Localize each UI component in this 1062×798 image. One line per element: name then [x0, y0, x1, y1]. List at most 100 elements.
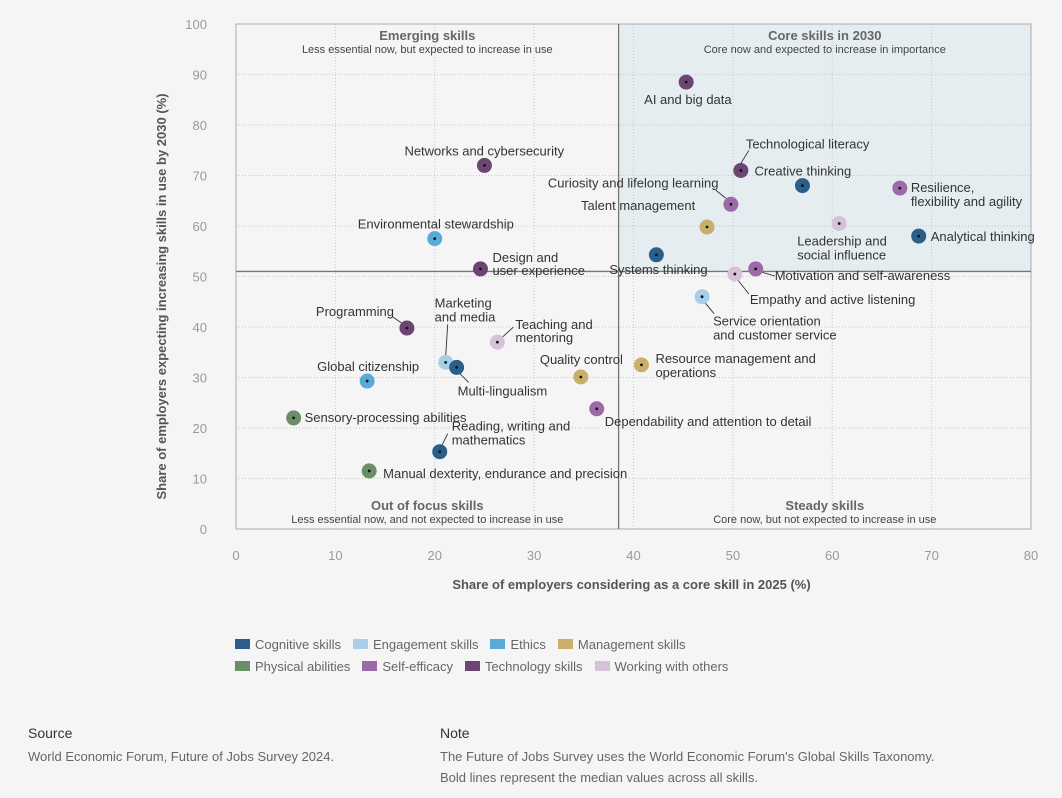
legend-item-management: Management skills [557, 636, 686, 652]
quadrant-title-br: Steady skills [785, 498, 864, 513]
note-line-1: The Future of Jobs Survey uses the World… [440, 749, 935, 764]
data-label-6: Leadership and social influence [797, 233, 887, 262]
legend-swatch-management [557, 639, 573, 649]
data-label-17: Multi-lingualism [458, 383, 548, 398]
x-tick-label-5: 50 [726, 548, 740, 563]
data-point-center-5 [705, 225, 709, 229]
data-label-21: Resource management and operations [655, 351, 815, 380]
leader-line-4 [715, 189, 727, 199]
data-point-center-2 [801, 184, 804, 188]
y-axis-title: Share of employers expecting increasing … [154, 93, 169, 499]
legend-item-technology: Technology skills [464, 658, 583, 674]
legend-swatch-technology [464, 661, 480, 671]
data-label-24: Reading, writing and mathematics [452, 419, 571, 448]
data-label-8: Systems thinking [609, 262, 707, 277]
data-label-10: Empathy and active listening [750, 292, 915, 307]
legend-item-ethics: Ethics [490, 636, 546, 652]
legend-item-cognitive: Cognitive skills [235, 637, 341, 652]
data-point-center-18 [495, 340, 499, 344]
legend-item-engagement: Engagement skills [352, 636, 479, 652]
data-point-center-4 [729, 202, 733, 206]
data-point-center-11 [700, 295, 704, 299]
quadrant-subtitle-bl: Less essential now, and not expected to … [291, 514, 563, 526]
y-tick-label-7: 70 [193, 169, 207, 184]
scatter-chart: 0 10 20 30 40 50 60 70 80 0 10 20 30 40 50 60 70 80 90 100 S… [154, 17, 1038, 592]
data-point-center-25 [367, 469, 371, 473]
data-point-center-16 [444, 360, 448, 364]
x-tick-label-1: 10 [328, 548, 342, 563]
data-point-center-6 [837, 222, 841, 225]
data-point-center-9 [754, 267, 758, 271]
legend-swatch-physical [235, 661, 250, 671]
data-point-center-19 [365, 379, 369, 383]
data-point-center-1 [739, 169, 743, 172]
leader-line-15 [392, 316, 404, 325]
data-label-7: Analytical thinking [931, 229, 1035, 244]
leader-line-16 [445, 324, 449, 357]
data-label-9: Motivation and self-awareness [775, 268, 951, 283]
note-block: Note The Future of Jobs Survey uses the … [440, 725, 935, 788]
data-point-center-15 [405, 326, 409, 330]
x-tick-label-2: 20 [428, 548, 442, 563]
data-point-center-0 [684, 80, 688, 84]
data-label-20: Quality control [540, 352, 623, 367]
y-tick-label-3: 30 [193, 371, 207, 386]
data-label-22: Dependability and attention to detail [605, 414, 812, 429]
legend-label-cognitive: Cognitive skills [255, 636, 341, 652]
legend-label-engagement: Engagement skills [372, 636, 479, 652]
quadrant-title-bl: Out of focus skills [371, 498, 484, 513]
y-tick-label-6: 60 [193, 219, 207, 234]
y-tick-label-1: 10 [193, 472, 207, 487]
data-point-center-23 [292, 416, 296, 420]
data-label-25: Manual dexterity, endurance and precisio… [383, 466, 627, 481]
y-tick-label-10: 100 [185, 17, 207, 32]
x-tick-label-7: 70 [924, 548, 938, 563]
x-tick-label-3: 30 [527, 548, 541, 563]
quadrant-title-tr: Core skills in 2030 [768, 28, 881, 43]
leader-line-11 [704, 302, 715, 314]
y-tick-label-5: 50 [193, 270, 207, 285]
legend-item-physical: Physical abilities [235, 659, 350, 674]
y-tick-label-4: 40 [193, 320, 207, 335]
source-text: World Economic Forum, Future of Jobs Sur… [28, 749, 335, 764]
data-point-center-14 [479, 267, 482, 271]
data-point-center-22 [595, 407, 599, 411]
leader-line-10 [737, 279, 750, 295]
note-line-2: Bold lines represent the median values a… [440, 770, 758, 785]
x-tick-label-8: 80 [1024, 548, 1038, 563]
x-tick-label-0: 0 [232, 548, 239, 563]
leader-line-1 [740, 150, 750, 164]
quadrant-subtitle-tl: Less essential now, but expected to incr… [302, 44, 553, 56]
data-point-center-12 [483, 164, 486, 167]
source-heading: Source [28, 725, 73, 741]
data-label-13: Environmental stewardship [358, 217, 514, 232]
data-point-center-8 [654, 253, 658, 257]
data-point-center-17 [455, 366, 459, 369]
legend-swatch-cognitive [235, 639, 250, 649]
legend-label-technology: Technology skills [484, 658, 583, 674]
data-label-15: Programming [316, 304, 394, 319]
data-label-0: AI and big data [644, 92, 732, 107]
leader-line-9 [760, 271, 775, 277]
data-point-center-7 [917, 234, 921, 238]
data-label-23: Sensory-processing abilities [305, 410, 467, 425]
data-label-12: Networks and cybersecurity [404, 143, 564, 158]
data-point-center-24 [438, 450, 442, 454]
leader-line-18 [502, 326, 514, 338]
y-tick-label-8: 80 [193, 118, 207, 133]
x-axis-title: Share of employers considering as a core… [452, 577, 810, 592]
legend-item-selfefficacy: Self-efficacy [362, 659, 453, 674]
legend-label-ethics: Ethics [510, 636, 546, 652]
data-point-center-13 [433, 237, 437, 241]
legend-label-management: Management skills [577, 636, 686, 652]
legend-label-physical: Physical abilities [255, 658, 351, 674]
note-heading: Note [440, 725, 470, 741]
quadrant-title-tl: Emerging skills [379, 28, 475, 43]
data-label-4: Curiosity and lifelong learning [548, 175, 719, 190]
data-label-16: Marketing and media [435, 295, 496, 324]
legend: Cognitive skills Engagement skills Ethic… [235, 633, 740, 677]
data-point-center-10 [733, 272, 737, 276]
leader-line-24 [441, 433, 449, 446]
y-tick-label-9: 90 [193, 68, 207, 83]
data-label-1: Technological literacy [746, 136, 870, 151]
